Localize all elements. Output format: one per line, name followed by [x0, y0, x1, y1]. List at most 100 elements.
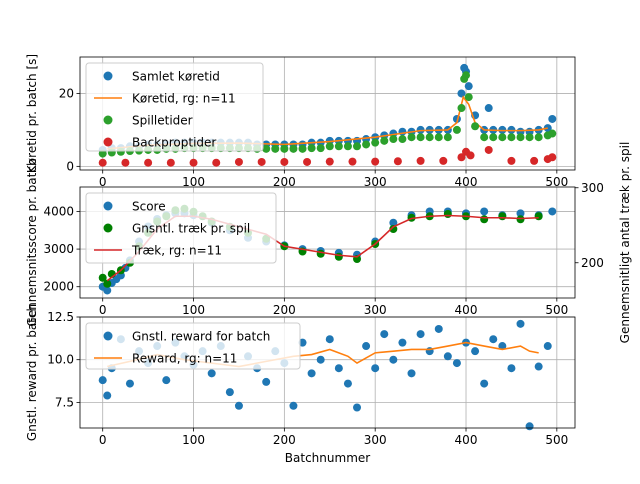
data-point	[389, 218, 398, 227]
data-point	[103, 391, 112, 400]
data-point	[516, 127, 525, 136]
data-point	[471, 347, 480, 356]
data-point	[443, 210, 452, 218]
legend: Score Gnsntl. træk pr. spil Træk, rg: n=11	[85, 192, 277, 264]
legend-marker	[103, 115, 113, 125]
data-point	[380, 136, 389, 145]
data-point	[480, 379, 489, 388]
legend-label: Træk, rg: n=11	[131, 244, 222, 258]
data-point	[121, 158, 130, 167]
x-tick-label: 100	[182, 303, 205, 317]
x-tick-label: 400	[455, 175, 478, 189]
data-point	[443, 352, 452, 361]
data-point	[348, 157, 357, 166]
data-point	[530, 156, 539, 165]
data-point	[298, 338, 307, 347]
data-point	[534, 362, 543, 371]
x-tick-label: 500	[545, 303, 568, 317]
legend-marker	[103, 201, 113, 211]
data-point	[334, 142, 343, 151]
data-point	[316, 144, 325, 153]
data-point	[207, 369, 216, 378]
data-point	[464, 82, 473, 91]
x-tick-label: 300	[364, 175, 387, 189]
data-point	[480, 133, 489, 142]
data-point	[407, 133, 416, 142]
data-point	[507, 156, 516, 165]
x-tick-label: 200	[273, 303, 296, 317]
legend-label: Gnstl. reward for batch	[132, 330, 270, 344]
y-tick-label: 4000	[43, 204, 74, 218]
legend-box	[85, 192, 277, 264]
data-point	[280, 144, 289, 153]
data-point	[466, 151, 475, 160]
y-right-axis-label: Gennemsnitligt antal træk pr. spil	[618, 142, 632, 344]
data-point	[144, 158, 153, 167]
x-tick-label: 200	[273, 175, 296, 189]
y-tick-label: 0	[66, 159, 74, 173]
data-point	[298, 144, 307, 153]
data-point	[316, 355, 325, 364]
x-tick-label: 0	[99, 433, 107, 447]
data-point	[98, 158, 107, 167]
x-axis-label: Batchnummer	[285, 451, 370, 465]
data-point	[416, 156, 425, 165]
y-right-tick-label: 200	[581, 256, 604, 270]
x-tick-label: 200	[273, 433, 296, 447]
data-point	[407, 369, 416, 378]
x-tick-label: 0	[99, 303, 107, 317]
data-point	[389, 135, 398, 144]
data-point	[162, 376, 171, 385]
data-point	[98, 376, 107, 385]
y-tick-label: 10.0	[47, 353, 74, 367]
legend-box	[85, 322, 301, 370]
x-tick-label: 300	[364, 303, 387, 317]
data-point	[362, 342, 371, 351]
data-point	[498, 342, 507, 351]
legend-label: Spilletider	[132, 114, 193, 128]
data-point	[343, 379, 352, 388]
x-tick-label: 0	[99, 175, 107, 189]
data-point	[457, 153, 466, 162]
data-point	[398, 338, 407, 347]
panel-1: 0 100 200 300 400 500 0 20 Køretid pr. batch [s]…	[25, 54, 576, 189]
data-point	[525, 133, 534, 142]
legend-label: Køretid, rg: n=11	[132, 92, 236, 106]
data-point	[262, 377, 271, 386]
data-point	[471, 122, 480, 131]
data-point	[371, 157, 380, 166]
y-tick-label: 12.5	[47, 310, 74, 324]
data-point	[303, 157, 312, 166]
legend-label: Samlet køretid	[132, 70, 220, 84]
data-point	[416, 133, 425, 142]
legend-label: Gnsntl. træk pr. spil	[132, 222, 250, 236]
data-point	[434, 324, 443, 333]
data-point	[389, 355, 398, 364]
data-point	[362, 140, 371, 149]
data-point	[212, 158, 221, 167]
data-point	[362, 135, 371, 144]
data-point	[457, 104, 466, 113]
x-tick-label: 400	[455, 433, 478, 447]
axes-frame	[79, 56, 576, 171]
data-point	[334, 364, 343, 373]
data-point	[325, 335, 334, 344]
data-point	[371, 138, 380, 147]
y-tick-label: 7.5	[55, 395, 74, 409]
data-point	[439, 156, 448, 165]
legend-marker	[103, 331, 113, 341]
data-point	[507, 364, 516, 373]
axes-frame	[79, 316, 576, 429]
y-tick-label: 20	[59, 86, 74, 100]
data-point	[334, 252, 343, 261]
data-point	[464, 93, 473, 102]
y-axis-label: Køretid pr. batch [s]	[25, 54, 39, 173]
data-point	[489, 133, 498, 142]
data-point	[103, 286, 112, 295]
data-point	[353, 403, 362, 412]
x-tick-label: 400	[455, 303, 478, 317]
data-point	[416, 330, 425, 339]
data-point	[462, 71, 471, 80]
x-tick-label: 500	[545, 175, 568, 189]
